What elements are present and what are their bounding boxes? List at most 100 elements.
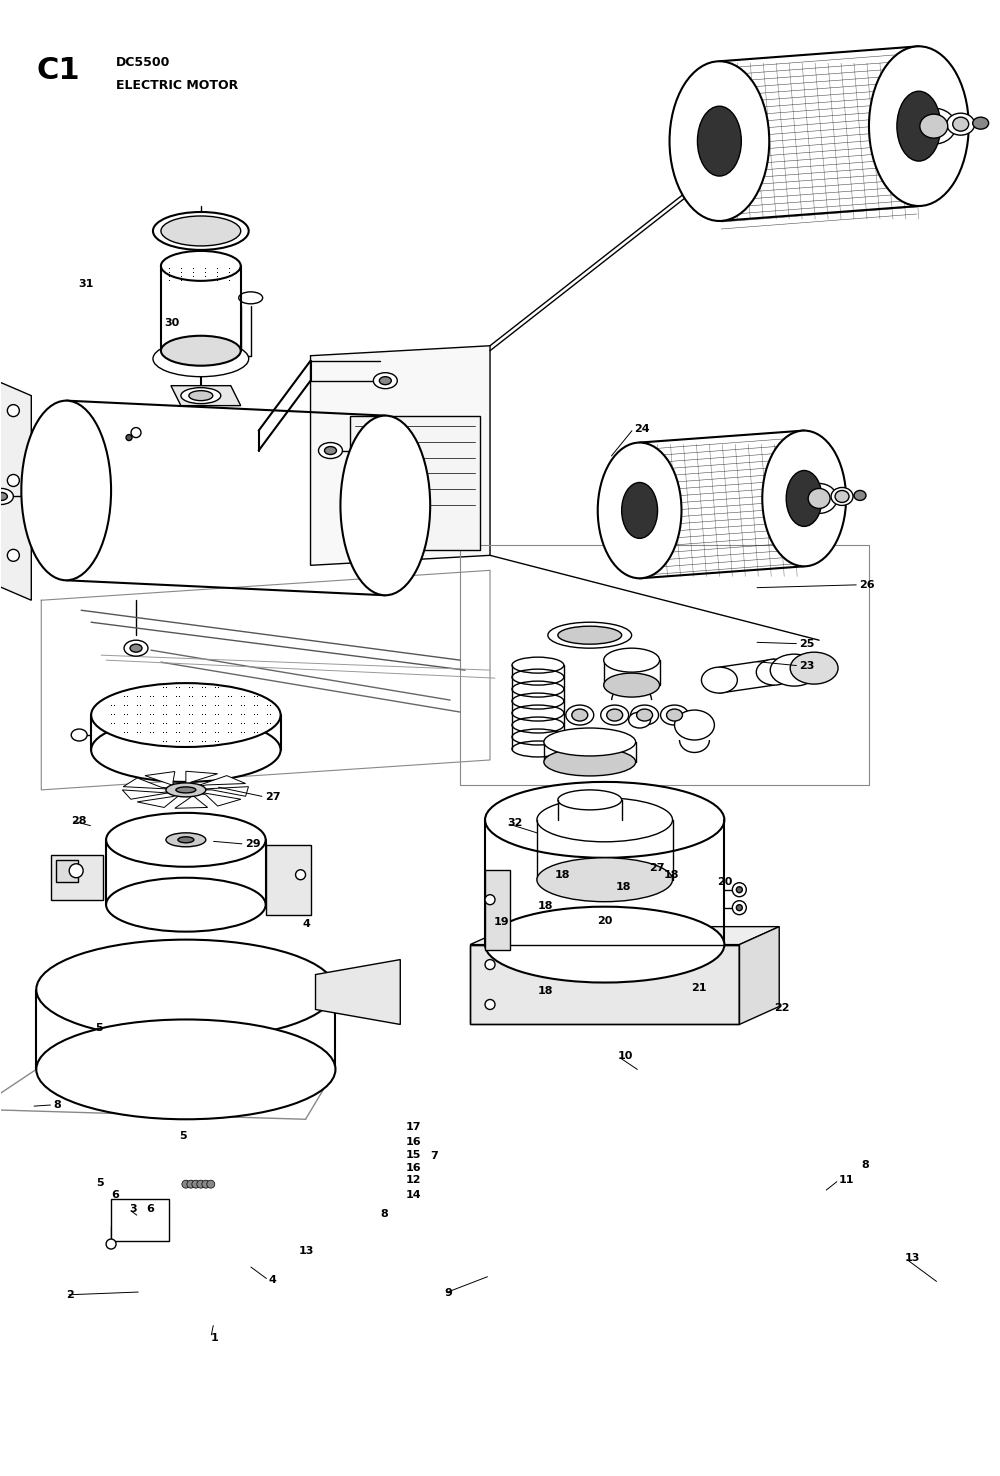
Ellipse shape bbox=[166, 782, 206, 797]
Ellipse shape bbox=[604, 648, 660, 672]
Ellipse shape bbox=[91, 683, 281, 747]
Ellipse shape bbox=[670, 62, 769, 221]
Text: 27: 27 bbox=[265, 793, 280, 801]
Polygon shape bbox=[175, 790, 208, 809]
Ellipse shape bbox=[631, 706, 659, 725]
Bar bbox=[56, 861, 78, 881]
Text: 12: 12 bbox=[405, 1175, 421, 1185]
Ellipse shape bbox=[130, 644, 142, 652]
Ellipse shape bbox=[854, 490, 866, 500]
Ellipse shape bbox=[661, 706, 688, 725]
Ellipse shape bbox=[161, 251, 241, 280]
Text: ELECTRIC MOTOR: ELECTRIC MOTOR bbox=[116, 80, 238, 92]
Ellipse shape bbox=[953, 117, 969, 131]
Text: 19: 19 bbox=[494, 917, 510, 927]
Ellipse shape bbox=[124, 641, 148, 657]
Ellipse shape bbox=[324, 447, 336, 455]
Polygon shape bbox=[186, 787, 248, 796]
Ellipse shape bbox=[736, 905, 742, 911]
Ellipse shape bbox=[920, 114, 948, 139]
Ellipse shape bbox=[548, 623, 632, 648]
Ellipse shape bbox=[732, 900, 746, 915]
Ellipse shape bbox=[912, 108, 956, 145]
Text: 18: 18 bbox=[555, 869, 570, 880]
Ellipse shape bbox=[178, 837, 194, 843]
Text: 4: 4 bbox=[269, 1275, 277, 1286]
Ellipse shape bbox=[485, 959, 495, 970]
Text: 8: 8 bbox=[53, 1100, 61, 1110]
Ellipse shape bbox=[736, 887, 742, 893]
Ellipse shape bbox=[801, 484, 837, 514]
Ellipse shape bbox=[21, 400, 111, 580]
Ellipse shape bbox=[835, 490, 849, 502]
Ellipse shape bbox=[598, 443, 681, 579]
Ellipse shape bbox=[667, 708, 682, 722]
Ellipse shape bbox=[947, 114, 975, 136]
Ellipse shape bbox=[7, 474, 19, 487]
Ellipse shape bbox=[69, 863, 83, 878]
Ellipse shape bbox=[106, 878, 266, 931]
Text: 17: 17 bbox=[405, 1122, 421, 1132]
Text: 16: 16 bbox=[405, 1137, 421, 1147]
Ellipse shape bbox=[7, 404, 19, 416]
Text: C1: C1 bbox=[36, 56, 80, 86]
Text: 3: 3 bbox=[129, 1204, 137, 1215]
Ellipse shape bbox=[607, 708, 623, 722]
Polygon shape bbox=[186, 790, 241, 806]
Ellipse shape bbox=[869, 46, 969, 207]
Ellipse shape bbox=[756, 660, 792, 685]
Ellipse shape bbox=[182, 1181, 190, 1188]
Polygon shape bbox=[186, 772, 218, 790]
Ellipse shape bbox=[762, 431, 846, 567]
Polygon shape bbox=[123, 778, 186, 790]
Ellipse shape bbox=[770, 654, 818, 686]
Ellipse shape bbox=[161, 215, 241, 246]
Ellipse shape bbox=[379, 376, 391, 385]
Polygon shape bbox=[470, 945, 739, 1024]
Text: 18: 18 bbox=[664, 869, 679, 880]
Text: 22: 22 bbox=[774, 1002, 790, 1013]
Text: 13: 13 bbox=[905, 1253, 920, 1263]
Text: 16: 16 bbox=[405, 1163, 421, 1173]
Bar bbox=[350, 416, 480, 551]
Text: 4: 4 bbox=[303, 918, 310, 928]
Ellipse shape bbox=[897, 92, 941, 161]
Ellipse shape bbox=[91, 717, 281, 782]
Text: 9: 9 bbox=[444, 1289, 452, 1299]
Text: 21: 21 bbox=[691, 983, 707, 993]
Text: 18: 18 bbox=[538, 900, 553, 911]
Polygon shape bbox=[316, 959, 400, 1024]
Ellipse shape bbox=[106, 813, 266, 866]
Ellipse shape bbox=[786, 471, 822, 527]
Ellipse shape bbox=[558, 790, 622, 810]
Ellipse shape bbox=[973, 117, 989, 128]
Ellipse shape bbox=[153, 213, 249, 249]
Ellipse shape bbox=[831, 487, 853, 505]
Polygon shape bbox=[122, 790, 186, 799]
Polygon shape bbox=[145, 772, 186, 790]
Ellipse shape bbox=[187, 1181, 195, 1188]
Ellipse shape bbox=[126, 434, 132, 440]
Ellipse shape bbox=[558, 626, 622, 644]
Ellipse shape bbox=[675, 710, 714, 739]
Text: 8: 8 bbox=[861, 1160, 869, 1170]
Ellipse shape bbox=[7, 549, 19, 561]
Ellipse shape bbox=[176, 787, 196, 793]
Ellipse shape bbox=[202, 1181, 210, 1188]
Polygon shape bbox=[137, 790, 186, 807]
Ellipse shape bbox=[566, 706, 594, 725]
Ellipse shape bbox=[36, 1020, 335, 1119]
Polygon shape bbox=[470, 927, 779, 945]
Text: 26: 26 bbox=[859, 580, 875, 590]
Text: 18: 18 bbox=[616, 881, 631, 892]
Text: 30: 30 bbox=[164, 317, 179, 328]
Ellipse shape bbox=[485, 782, 724, 858]
Ellipse shape bbox=[572, 708, 588, 722]
Ellipse shape bbox=[340, 416, 430, 595]
Text: 15: 15 bbox=[405, 1150, 421, 1160]
Ellipse shape bbox=[637, 708, 653, 722]
Text: 13: 13 bbox=[299, 1246, 314, 1256]
Ellipse shape bbox=[153, 341, 249, 376]
Text: 32: 32 bbox=[507, 819, 522, 828]
Ellipse shape bbox=[537, 799, 673, 841]
